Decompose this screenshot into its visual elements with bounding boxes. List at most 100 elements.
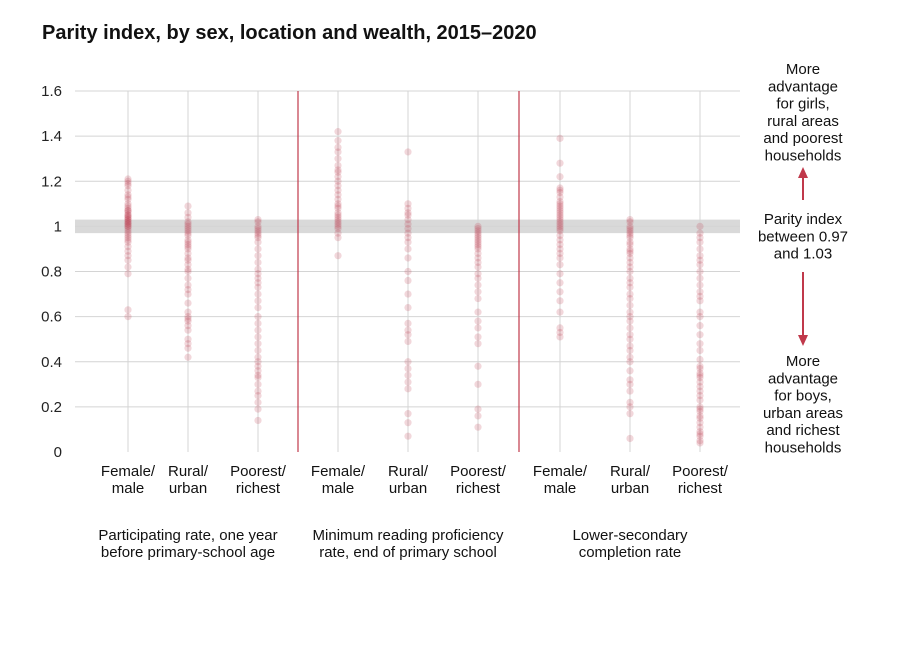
data-point bbox=[334, 166, 342, 174]
data-point bbox=[556, 225, 564, 233]
data-point bbox=[474, 254, 482, 262]
data-point bbox=[404, 148, 412, 156]
data-point bbox=[184, 249, 192, 258]
data-point bbox=[334, 148, 342, 156]
data-point bbox=[474, 288, 482, 296]
data-point bbox=[124, 220, 132, 228]
data-point bbox=[696, 419, 704, 427]
data-point bbox=[556, 270, 564, 278]
data-point bbox=[184, 340, 192, 348]
data-point bbox=[474, 412, 482, 420]
data-point bbox=[696, 274, 704, 282]
annotation-girls-advantage: More advantage for girls, rural areas and po… bbox=[763, 61, 843, 165]
data-point bbox=[124, 263, 132, 271]
data-point bbox=[254, 227, 262, 235]
data-point bbox=[474, 317, 482, 325]
annotation-boys-advantage: More advantage for boys, urban areas and ric… bbox=[763, 353, 843, 457]
data-point bbox=[254, 218, 262, 226]
category-label-line: Rural/ bbox=[388, 463, 429, 480]
data-point bbox=[124, 191, 132, 199]
data-point bbox=[184, 308, 192, 316]
data-point bbox=[124, 220, 132, 228]
data-point bbox=[626, 234, 634, 242]
data-point bbox=[184, 236, 192, 244]
data-point bbox=[696, 378, 704, 386]
data-point bbox=[334, 195, 342, 203]
data-point bbox=[184, 218, 192, 226]
data-point bbox=[124, 247, 132, 255]
category-label-line: urban bbox=[389, 480, 427, 497]
data-point bbox=[474, 340, 482, 348]
data-point bbox=[474, 333, 482, 341]
data-point bbox=[556, 218, 564, 226]
data-point bbox=[556, 254, 564, 262]
data-point bbox=[404, 238, 412, 246]
data-point bbox=[254, 333, 262, 341]
data-point bbox=[124, 206, 132, 215]
data-point bbox=[556, 188, 564, 197]
data-point bbox=[124, 213, 132, 221]
data-point bbox=[254, 326, 262, 334]
data-point bbox=[626, 346, 634, 355]
data-point bbox=[626, 290, 634, 298]
data-point bbox=[626, 254, 634, 262]
data-point bbox=[184, 243, 192, 251]
data-point bbox=[124, 225, 132, 233]
data-point bbox=[474, 227, 482, 235]
data-point bbox=[184, 317, 192, 325]
data-point bbox=[626, 376, 634, 384]
data-point bbox=[474, 234, 482, 242]
data-point bbox=[404, 211, 412, 219]
data-points bbox=[124, 128, 704, 447]
category-label-line: richest bbox=[678, 480, 723, 497]
annotation-girls-advantage-line: advantage bbox=[768, 78, 838, 95]
data-point bbox=[254, 373, 262, 382]
data-point bbox=[404, 290, 412, 298]
data-point bbox=[556, 200, 564, 208]
data-point bbox=[124, 306, 132, 314]
y-tick-label: 0.6 bbox=[41, 309, 62, 326]
data-point bbox=[696, 245, 704, 253]
data-point bbox=[404, 304, 412, 312]
data-point bbox=[124, 186, 132, 194]
data-point bbox=[696, 407, 704, 415]
data-point bbox=[254, 367, 262, 375]
group-label-line: before primary-school age bbox=[101, 544, 275, 561]
data-point bbox=[626, 245, 634, 253]
data-point bbox=[556, 288, 564, 296]
data-point bbox=[626, 227, 634, 235]
data-point bbox=[696, 423, 704, 431]
data-point bbox=[474, 281, 482, 289]
data-point bbox=[124, 227, 132, 235]
category-label-line: Poorest/ bbox=[230, 463, 287, 480]
data-point bbox=[626, 353, 634, 361]
data-point bbox=[334, 209, 342, 217]
arrow-up-icon bbox=[798, 167, 808, 178]
category-label-line: male bbox=[544, 480, 577, 497]
data-point bbox=[474, 245, 482, 253]
data-point bbox=[556, 193, 564, 201]
data-point bbox=[556, 249, 564, 258]
data-point bbox=[696, 439, 704, 447]
data-point bbox=[334, 252, 342, 260]
category-labels: Female/male Rural/urban Poorest/richest Par… bbox=[98, 463, 728, 561]
data-point bbox=[556, 204, 564, 212]
data-point bbox=[556, 328, 564, 337]
data-point bbox=[124, 252, 132, 260]
data-point bbox=[556, 333, 564, 341]
data-point bbox=[474, 423, 482, 431]
data-point bbox=[184, 322, 192, 330]
data-point bbox=[334, 234, 342, 242]
data-point bbox=[254, 391, 262, 400]
group-dividers bbox=[297, 91, 520, 452]
data-point bbox=[696, 234, 704, 242]
data-point bbox=[124, 175, 132, 183]
data-point bbox=[696, 346, 704, 355]
data-point bbox=[696, 428, 704, 436]
data-point bbox=[404, 229, 412, 237]
data-point bbox=[626, 335, 634, 343]
data-point bbox=[254, 398, 262, 406]
data-point bbox=[404, 331, 412, 339]
data-point bbox=[626, 342, 634, 350]
data-point bbox=[626, 231, 634, 239]
